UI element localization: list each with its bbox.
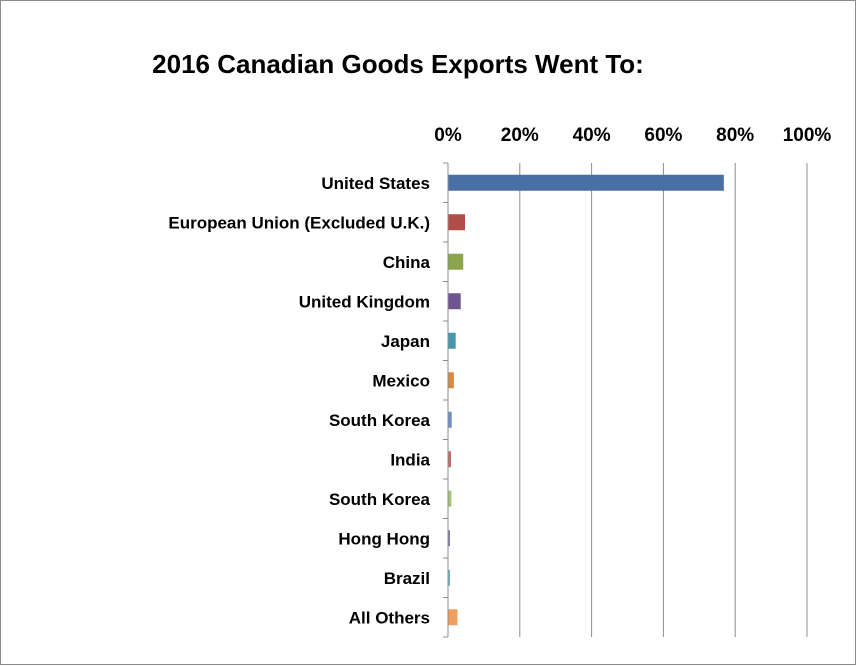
bar [448, 293, 461, 310]
bar [448, 609, 458, 626]
bar [448, 451, 452, 468]
x-tick-label: 40% [573, 125, 611, 146]
category-label: Japan [381, 332, 430, 351]
bar [448, 411, 452, 428]
x-tick-label: 100% [783, 125, 832, 146]
bar [448, 214, 466, 231]
gridlines [519, 163, 808, 637]
x-tick-label: 20% [501, 125, 539, 146]
x-axis-tick-labels: 0% 20% 40% 60% 80% 100% [434, 125, 831, 146]
category-label: United Kingdom [299, 292, 430, 311]
category-label: South Korea [329, 411, 431, 430]
y-axis-category-labels: United States European Union (Excluded U.… [168, 174, 430, 628]
category-label: Hong Hong [338, 529, 430, 548]
y-axis [443, 162, 449, 638]
bars [448, 174, 724, 626]
bar [448, 569, 450, 586]
category-label: United States [321, 174, 430, 193]
bar [448, 530, 450, 547]
bar [448, 253, 464, 270]
bar [448, 174, 724, 191]
category-label: Brazil [384, 569, 430, 588]
category-label: Mexico [372, 371, 430, 390]
bar [448, 372, 454, 389]
bar [448, 490, 452, 507]
category-label: All Others [349, 608, 430, 627]
category-label: India [390, 450, 430, 469]
bar [448, 332, 456, 349]
x-tick-label: 60% [644, 125, 682, 146]
category-label: China [383, 253, 431, 272]
chart-title: 2016 Canadian Goods Exports Went To: [152, 49, 644, 79]
category-label: European Union (Excluded U.K.) [168, 213, 430, 232]
x-tick-label: 80% [716, 125, 754, 146]
category-label: South Korea [329, 490, 431, 509]
x-tick-label: 0% [434, 125, 462, 146]
